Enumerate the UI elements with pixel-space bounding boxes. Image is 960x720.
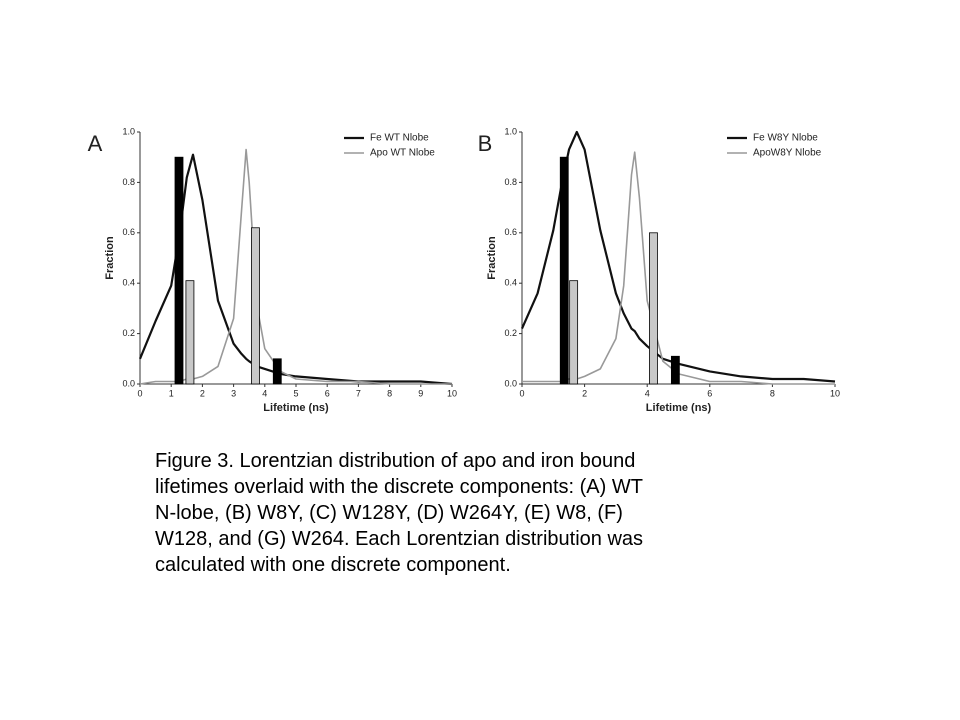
x-tick-label: 6 <box>325 388 330 398</box>
x-axis-label: Lifetime (ns) <box>263 402 329 414</box>
caption-line: W128, and (G) W264. Each Lorentzian dist… <box>155 528 644 550</box>
discrete-bar <box>670 355 680 385</box>
discrete-bar <box>569 280 579 385</box>
legend-label: ApoW8Y Nlobe <box>753 148 822 159</box>
curve <box>522 151 835 385</box>
discrete-bar <box>185 280 195 385</box>
panel-label: A <box>88 131 103 156</box>
x-tick-label: 6 <box>707 388 712 398</box>
y-tick-label: 0.0 <box>504 378 517 388</box>
y-tick-label: 0.6 <box>122 227 135 237</box>
x-tick-label: 8 <box>387 388 392 398</box>
caption-line: N-lobe, (B) W8Y, (C) W128Y, (D) W264Y, (… <box>155 502 623 524</box>
x-tick-label: 8 <box>770 388 775 398</box>
x-tick-label: 9 <box>418 388 423 398</box>
y-tick-label: 0.0 <box>122 378 135 388</box>
y-tick-label: 0.6 <box>504 227 517 237</box>
x-tick-label: 5 <box>293 388 298 398</box>
y-tick-label: 0.8 <box>122 177 135 187</box>
discrete-bar <box>251 227 260 385</box>
y-tick-label: 0.4 <box>122 278 135 288</box>
y-tick-label: 0.8 <box>504 177 517 187</box>
caption-line: lifetimes overlaid with the discrete com… <box>155 476 643 498</box>
x-tick-label: 0 <box>519 388 524 398</box>
discrete-bar <box>649 232 658 385</box>
y-tick-label: 1.0 <box>504 126 517 136</box>
y-tick-label: 1.0 <box>122 126 135 136</box>
y-tick-label: 0.2 <box>504 328 517 338</box>
x-tick-label: 10 <box>447 388 457 398</box>
legend-label: Apo WT Nlobe <box>370 148 435 159</box>
curve <box>520 130 836 383</box>
x-tick-label: 3 <box>231 388 236 398</box>
discrete-bar <box>174 156 184 385</box>
discrete-bar <box>272 358 282 385</box>
x-tick-label: 10 <box>830 388 840 398</box>
x-tick-label: 4 <box>645 388 650 398</box>
y-axis-label: Fraction <box>104 236 116 280</box>
y-tick-label: 0.2 <box>122 328 135 338</box>
x-tick-label: 1 <box>169 388 174 398</box>
caption-line: Figure 3. Lorentzian distribution of apo… <box>155 450 636 472</box>
x-tick-label: 2 <box>582 388 587 398</box>
discrete-bar <box>559 156 569 385</box>
x-tick-label: 2 <box>200 388 205 398</box>
x-tick-label: 0 <box>137 388 142 398</box>
x-axis-label: Lifetime (ns) <box>646 402 712 414</box>
caption-line: calculated with one discrete component. <box>155 554 511 576</box>
x-tick-label: 7 <box>356 388 361 398</box>
panel-label: B <box>478 131 493 156</box>
legend-label: Fe WT Nlobe <box>370 133 429 144</box>
y-tick-label: 0.4 <box>504 278 517 288</box>
x-tick-label: 4 <box>262 388 267 398</box>
caption: Figure 3. Lorentzian distribution of apo… <box>155 448 775 578</box>
legend-label: Fe W8Y Nlobe <box>753 133 818 144</box>
y-axis-label: Fraction <box>486 236 498 280</box>
